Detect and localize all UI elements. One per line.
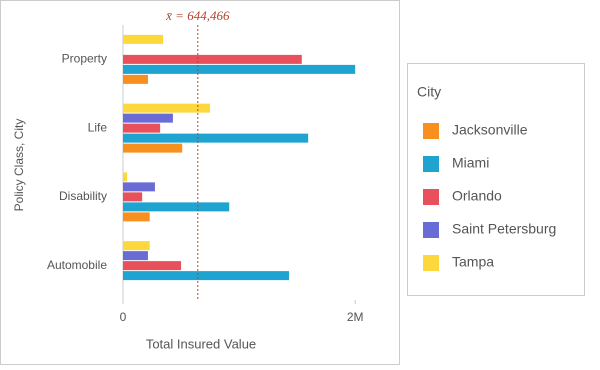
bar — [123, 103, 211, 113]
bar — [123, 123, 161, 133]
bar — [123, 74, 148, 84]
mean-label: x̄ = 644,466 — [165, 8, 230, 23]
bar — [123, 202, 230, 212]
y-tick-label: Disability — [59, 189, 107, 203]
legend-swatch[interactable] — [423, 189, 439, 205]
y-tick-label: Automobile — [47, 258, 107, 272]
legend-label[interactable]: Miami — [452, 155, 489, 171]
legend-swatch[interactable] — [423, 222, 439, 238]
bar — [123, 271, 290, 281]
x-axis-label: Total Insured Value — [146, 336, 256, 351]
legend-swatch[interactable] — [423, 156, 439, 172]
bar — [123, 113, 173, 123]
bar — [123, 241, 150, 251]
legend-title: City — [417, 84, 441, 100]
bar — [123, 34, 164, 44]
legend-label[interactable]: Saint Petersburg — [452, 221, 556, 237]
bar — [123, 212, 150, 222]
bar — [123, 64, 356, 74]
bar — [123, 143, 183, 153]
y-tick-label: Property — [62, 52, 107, 66]
x-tick-label: 2M — [347, 310, 364, 324]
legend-swatch[interactable] — [423, 255, 439, 271]
x-tick-label: 0 — [120, 310, 127, 324]
legend-label[interactable]: Jacksonville — [452, 122, 528, 138]
bar — [123, 261, 182, 271]
legend-label[interactable]: Orlando — [452, 188, 502, 204]
bar — [123, 172, 128, 182]
y-tick-label: Life — [88, 120, 108, 134]
bar — [123, 54, 302, 64]
legend-label[interactable]: Tampa — [452, 254, 494, 270]
y-axis-label: Policy Class, City — [12, 119, 26, 212]
bar — [123, 182, 155, 192]
bar — [123, 192, 143, 202]
bar — [123, 251, 148, 261]
legend-swatch[interactable] — [423, 123, 439, 139]
bar — [123, 133, 309, 143]
